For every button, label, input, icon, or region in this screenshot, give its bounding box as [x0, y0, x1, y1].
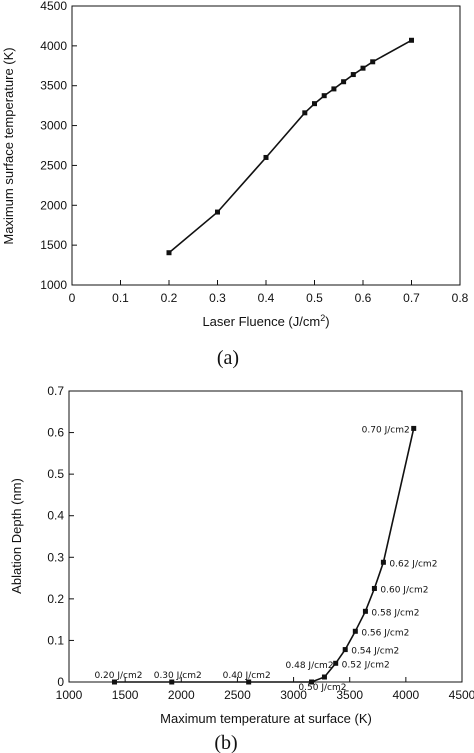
chart-a-data-point	[341, 79, 347, 85]
chart-b-point-label: 0.58 J/cm2	[371, 608, 419, 618]
chart-b-point-label: 0.50 J/cm2	[298, 683, 346, 693]
chart-b-y-tick-label: 0.5	[47, 467, 64, 481]
chart-a-x-tick-label: 0.2	[161, 291, 178, 305]
chart-b-point-label: 0.54 J/cm2	[351, 647, 399, 657]
chart-b-data-point	[321, 674, 327, 680]
chart-a-y-tick-label: 1000	[40, 278, 67, 292]
chart-a-data-point	[215, 209, 220, 215]
chart-a-x-tick-label: 0.6	[355, 291, 372, 305]
chart-b-x-axis-label: Maximum temperature at surface (K)	[160, 711, 372, 726]
chart-b-y-tick-label: 0	[57, 675, 64, 689]
chart-a-data-point	[370, 59, 376, 65]
chart-b-data-point	[309, 679, 315, 685]
chart-a-y-tick-label: 4000	[40, 39, 67, 53]
chart-b-data-point	[411, 425, 417, 431]
chart-b-series-line	[114, 428, 415, 683]
chart-a-x-tick-label: 0	[69, 291, 76, 305]
chart-a-data-point	[350, 72, 356, 78]
chart-b-x-tick-label: 3000	[280, 688, 307, 702]
chart-b-point-label: 0.62 J/cm2	[389, 559, 437, 569]
chart-b-data-point	[246, 679, 252, 685]
chart-b-x-tick-label: 2500	[224, 688, 251, 702]
chart-a-data-point	[331, 86, 337, 92]
chart-b-data-point	[342, 647, 348, 653]
chart-b-y-tick-label: 0.4	[47, 509, 64, 523]
chart-a-x-tick-label: 0.3	[209, 291, 226, 305]
chart-b-point-label: 0.40 J/cm2	[223, 671, 271, 681]
chart-b-point-label: 0.56 J/cm2	[361, 628, 409, 638]
chart-b-x-tick-label: 4500	[449, 688, 474, 702]
chart-b-data-point	[380, 559, 386, 565]
chart-a-data-point	[263, 154, 269, 160]
chart-b-y-tick-label: 0.6	[47, 426, 64, 440]
chart-a-x-tick-label: 0.7	[403, 291, 420, 305]
chart-b-ticks: 1000 1500 2000 2500 3000 3500 4000 450000.10.20…	[47, 384, 474, 702]
chart-a-data-point	[409, 37, 414, 43]
chart-a-y-tick-label: 2500	[40, 158, 67, 172]
chart-b-data-point	[111, 679, 117, 685]
chart-b-data-point	[333, 660, 339, 666]
chart-b-caption: (b)	[214, 732, 237, 753]
chart-b-point-label: 0.20 J/cm2	[94, 671, 142, 681]
chart-b-y-tick-label: 0.2	[47, 592, 64, 606]
chart-a-x-tick-label: 0.4	[258, 291, 275, 305]
chart-b: 1000 1500 2000 2500 3000 3500 4000 450000.10.20…	[9, 384, 474, 753]
chart-a-y-tick-label: 1500	[40, 238, 67, 252]
chart-b-points	[111, 425, 417, 685]
chart-a-x-tick-label: 0.5	[306, 291, 323, 305]
chart-a-x-tick-label: 0.1	[112, 291, 129, 305]
chart-b-y-axis-label: Ablation Depth (nm)	[9, 478, 24, 594]
chart-b-point-label: 0.30 J/cm2	[154, 671, 202, 681]
chart-b-data-point	[352, 628, 358, 634]
chart-b-x-tick-label: 2000	[168, 688, 195, 702]
chart-b-x-tick-label: 3500	[336, 688, 363, 702]
chart-a-plot-frame	[71, 5, 461, 286]
chart-a-y-tick-label: 3000	[40, 119, 67, 133]
chart-a-data-point	[166, 250, 172, 256]
chart-b-x-tick-label: 4000	[393, 688, 420, 702]
chart-a-ticks: 0 0.1 0.2 0.3 0.4 0.5 0.6 0.7 0.8 1000 1500 2000 250…	[40, 0, 468, 305]
chart-a-data-point	[321, 93, 327, 99]
chart-a-x-tick-label: 0.8	[452, 291, 469, 305]
chart-b-x-tick-label: 1000	[56, 688, 83, 702]
chart-a-caption: (a)	[217, 347, 239, 369]
chart-b-point-label: 0.70 J/cm2	[362, 425, 410, 435]
chart-b-point-label: 0.52 J/cm2	[342, 660, 390, 670]
chart-a-data-point	[302, 110, 308, 116]
chart-b-data-point	[362, 608, 368, 614]
chart-a-series-line	[168, 39, 412, 254]
chart-a-y-tick-label: 3500	[40, 79, 67, 93]
chart-a-y-tick-label: 4500	[40, 0, 67, 13]
chart-b-y-tick-label: 0.1	[47, 633, 64, 647]
chart-b-x-tick-label: 1500	[112, 688, 139, 702]
chart-a-points	[166, 37, 414, 256]
chart-a-x-axis-label: Laser Fluence (J/cm2)	[202, 313, 329, 329]
chart-b-y-tick-label: 0.3	[47, 550, 64, 564]
chart-a-data-point	[360, 65, 366, 71]
chart-b-data-point	[371, 585, 377, 591]
chart-b-point-labels: 0.20 J/cm2 0.30 J/cm2 0.40 J/cm2 0.48 J/cm2…	[94, 425, 437, 693]
chart-b-data-point	[169, 679, 175, 685]
chart-b-point-label: 0.48 J/cm2	[286, 661, 334, 671]
chart-b-y-tick-label: 0.7	[47, 384, 64, 398]
chart-a-data-point	[312, 101, 317, 107]
chart-b-point-label: 0.60 J/cm2	[380, 585, 428, 595]
chart-a-y-axis-label: Maximum surface temperature (K)	[1, 47, 16, 244]
chart-a: 0 0.1 0.2 0.3 0.4 0.5 0.6 0.7 0.8 1000 1500 2000 250…	[1, 0, 469, 369]
chart-a-y-tick-label: 2000	[40, 198, 67, 212]
